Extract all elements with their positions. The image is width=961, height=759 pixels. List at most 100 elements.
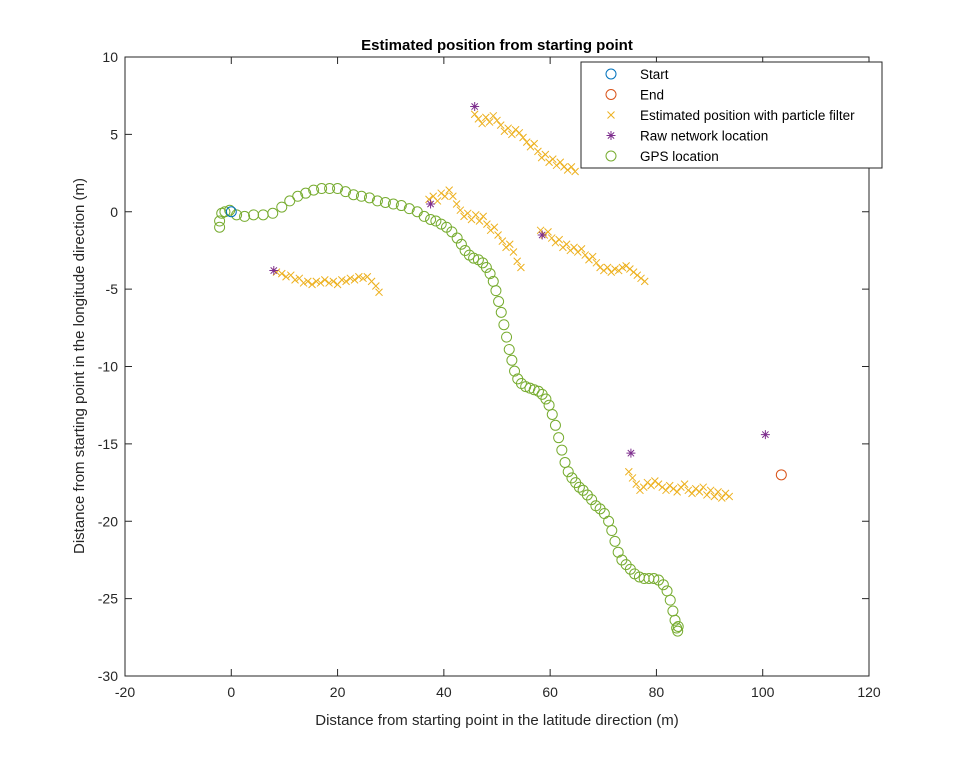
point-estimated-position-with-particle-filter xyxy=(475,217,484,225)
point-estimated-position-with-particle-filter xyxy=(536,226,545,235)
y-tick-label: -20 xyxy=(98,513,118,529)
point-gps-location xyxy=(540,393,552,405)
x-axis-ticks: -20 0 20 40 60 80 100 120 xyxy=(115,57,881,700)
series-raw-network-location xyxy=(269,102,770,458)
point-estimated-position-with-particle-filter xyxy=(277,269,286,278)
point-estimated-position-with-particle-filter xyxy=(481,113,490,122)
point-raw-network-location xyxy=(426,199,436,209)
point-gps-location xyxy=(501,331,513,343)
point-gps-location xyxy=(403,203,415,215)
y-tick-label: -5 xyxy=(106,281,119,297)
point-gps-location xyxy=(664,594,676,606)
point-raw-network-location xyxy=(537,230,547,240)
point-gps-location xyxy=(657,579,669,591)
point-estimated-position-with-particle-filter xyxy=(547,234,556,242)
x-tick-label: 100 xyxy=(751,684,775,700)
legend-label: Raw network location xyxy=(640,129,768,144)
point-estimated-position-with-particle-filter xyxy=(688,489,696,498)
point-gps-location xyxy=(355,190,367,202)
point-gps-location xyxy=(648,573,660,585)
legend-item: Start xyxy=(605,67,669,82)
point-gps-location xyxy=(573,481,585,493)
y-tick-label: 0 xyxy=(110,204,118,220)
y-tick-label: -25 xyxy=(98,591,118,607)
point-gps-location xyxy=(387,198,399,210)
point-estimated-position-with-particle-filter xyxy=(699,483,708,492)
x-tick-label: 0 xyxy=(227,684,235,700)
point-estimated-position-with-particle-filter xyxy=(483,220,491,228)
point-estimated-position-with-particle-filter xyxy=(342,277,350,286)
point-gps-location xyxy=(324,183,336,195)
point-raw-network-location xyxy=(470,102,480,112)
x-tick-label: 60 xyxy=(542,684,558,700)
point-estimated-position-with-particle-filter xyxy=(445,186,454,194)
point-gps-location xyxy=(606,525,618,537)
series-end xyxy=(775,469,787,481)
point-estimated-position-with-particle-filter xyxy=(496,121,505,129)
point-estimated-position-with-particle-filter xyxy=(725,492,734,501)
legend-marker xyxy=(607,111,615,119)
point-gps-location xyxy=(267,207,279,219)
legend-item: End xyxy=(605,88,664,103)
point-estimated-position-with-particle-filter xyxy=(504,124,513,133)
x-axis-label: Distance from starting point in the lati… xyxy=(315,712,679,729)
legend: Start End Estimated position with particle… xyxy=(580,61,883,169)
point-gps-location xyxy=(586,494,598,506)
point-gps-location xyxy=(395,200,407,212)
point-estimated-position-with-particle-filter xyxy=(703,491,711,499)
point-gps-location xyxy=(498,319,510,331)
point-gps-location xyxy=(490,285,502,297)
y-tick-label: 10 xyxy=(102,49,118,65)
point-estimated-position-with-particle-filter xyxy=(299,279,308,287)
point-estimated-position-with-particle-filter xyxy=(517,263,525,272)
legend-label: End xyxy=(640,88,664,103)
point-gps-location xyxy=(214,221,226,233)
legend-item: Estimated position with particle filter xyxy=(607,108,855,123)
point-estimated-position-with-particle-filter xyxy=(717,494,726,502)
point-gps-location xyxy=(506,354,518,366)
point-gps-location xyxy=(495,306,507,318)
point-estimated-position-with-particle-filter xyxy=(449,192,457,201)
point-estimated-position-with-particle-filter xyxy=(522,138,531,146)
chart-title: Estimated position from starting point xyxy=(361,37,633,54)
point-gps-location xyxy=(363,192,375,204)
point-estimated-position-with-particle-filter xyxy=(519,133,527,142)
y-axis-label: Distance from starting point in the long… xyxy=(71,178,88,554)
point-estimated-position-with-particle-filter xyxy=(555,235,564,244)
point-gps-location xyxy=(672,620,684,632)
point-gps-location xyxy=(300,187,312,199)
point-estimated-position-with-particle-filter xyxy=(350,275,359,284)
point-gps-location xyxy=(455,238,467,250)
legend-items: Start End Estimated position with particle… xyxy=(605,67,855,164)
point-estimated-position-with-particle-filter xyxy=(603,263,612,272)
point-gps-location xyxy=(556,444,568,456)
x-tick-label: 80 xyxy=(649,684,665,700)
point-estimated-position-with-particle-filter xyxy=(706,486,715,495)
point-estimated-position-with-particle-filter xyxy=(316,279,325,287)
point-gps-location xyxy=(292,190,304,202)
point-estimated-position-with-particle-filter xyxy=(494,231,502,239)
point-gps-location xyxy=(468,252,480,264)
x-tick-label: -20 xyxy=(115,684,135,700)
point-gps-location xyxy=(562,466,574,478)
point-gps-location xyxy=(493,296,505,308)
point-estimated-position-with-particle-filter xyxy=(359,274,367,283)
point-estimated-position-with-particle-filter xyxy=(452,200,461,208)
point-gps-location xyxy=(276,201,288,213)
point-estimated-position-with-particle-filter xyxy=(673,487,682,496)
point-gps-location xyxy=(435,218,447,230)
point-gps-location xyxy=(231,209,243,221)
chart-marks xyxy=(214,102,787,637)
point-gps-location xyxy=(239,210,251,222)
point-estimated-position-with-particle-filter xyxy=(282,272,290,281)
point-estimated-position-with-particle-filter xyxy=(515,128,524,137)
point-estimated-position-with-particle-filter xyxy=(680,480,689,488)
point-estimated-position-with-particle-filter xyxy=(493,116,501,125)
point-gps-location xyxy=(316,183,328,195)
x-tick-label: 20 xyxy=(330,684,346,700)
point-estimated-position-with-particle-filter xyxy=(478,119,486,128)
point-estimated-position-with-particle-filter xyxy=(479,212,488,221)
point-estimated-position-with-particle-filter xyxy=(508,130,516,139)
legend-item: GPS location xyxy=(605,149,719,164)
